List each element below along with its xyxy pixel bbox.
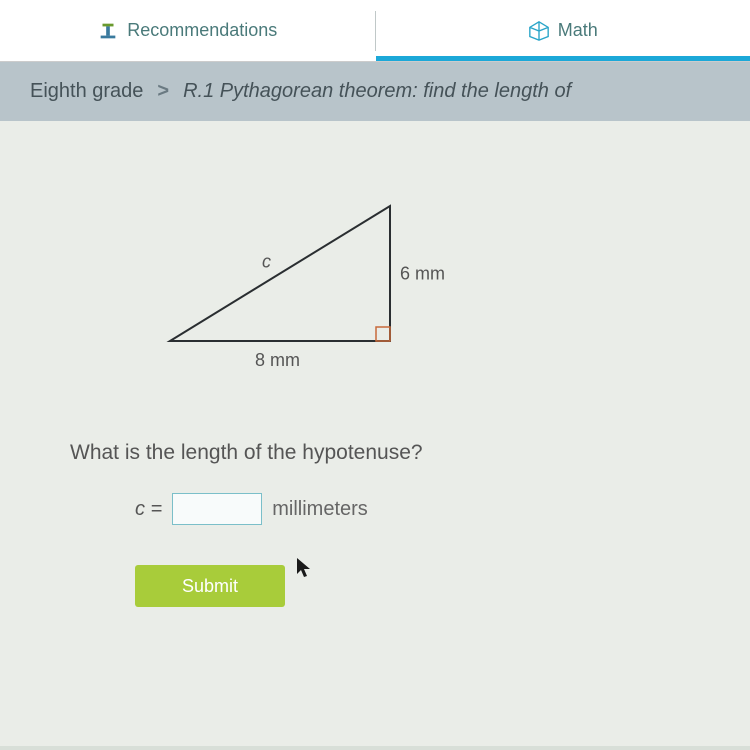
tab-recommendations-label: Recommendations [127, 20, 277, 41]
content-area: c 6 mm 8 mm What is the length of the hy… [0, 121, 750, 746]
triangle-figure: c 6 mm 8 mm [160, 191, 460, 391]
math-icon [528, 20, 550, 42]
svg-text:c: c [262, 252, 271, 272]
answer-input[interactable] [172, 493, 262, 525]
chevron-right-icon: > [157, 80, 169, 103]
tab-math[interactable]: Math [376, 0, 750, 61]
cursor-icon [295, 556, 315, 585]
question-text: What is the length of the hypotenuse? [70, 441, 710, 465]
tab-recommendations[interactable]: Recommendations [0, 0, 375, 61]
top-nav: Recommendations Math [0, 0, 750, 62]
breadcrumb-topic: R.1 Pythagorean theorem: find the length… [183, 80, 571, 103]
answer-unit: millimeters [272, 498, 368, 521]
submit-button[interactable]: Submit [135, 565, 285, 607]
recommendations-icon [97, 20, 119, 42]
tab-math-label: Math [558, 20, 598, 41]
svg-text:6 mm: 6 mm [400, 264, 445, 284]
breadcrumb: Eighth grade > R.1 Pythagorean theorem: … [0, 62, 750, 121]
breadcrumb-grade[interactable]: Eighth grade [30, 80, 143, 103]
svg-text:8 mm: 8 mm [255, 350, 300, 370]
answer-row: c = millimeters [135, 493, 710, 525]
answer-lhs: c = [135, 498, 162, 521]
